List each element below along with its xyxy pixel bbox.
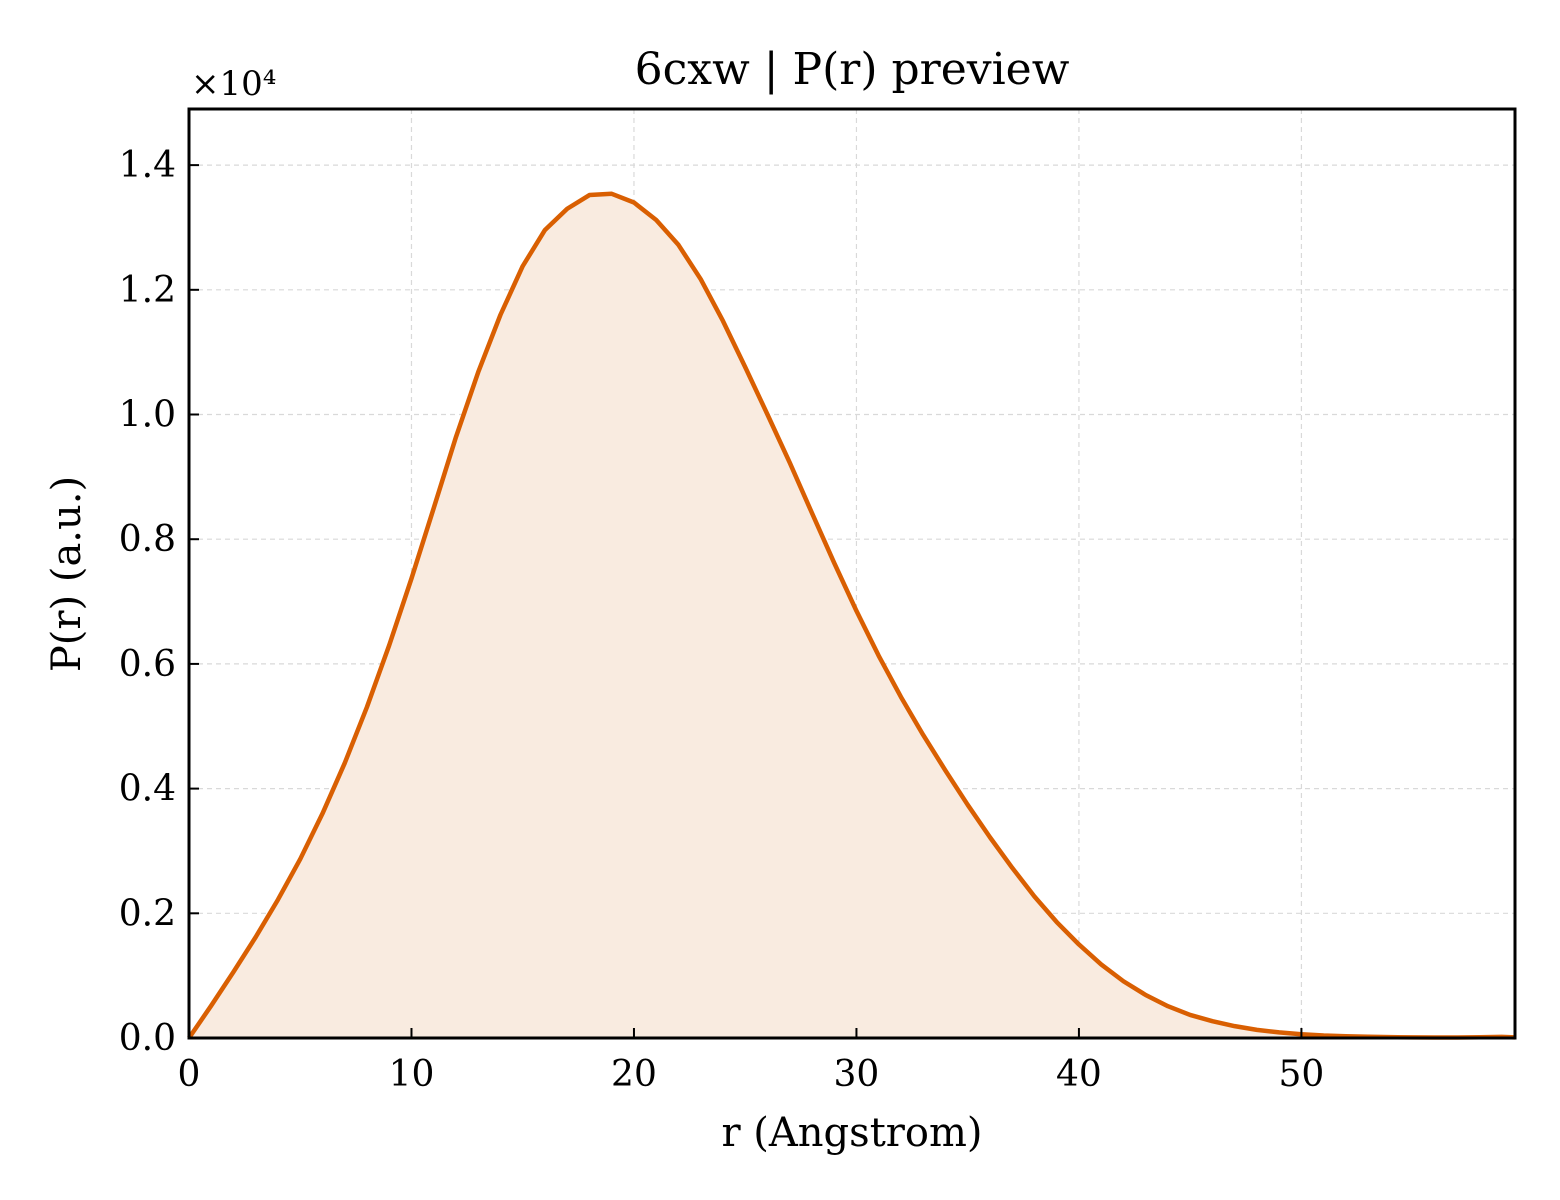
y-tick-label: 1.2 [119, 270, 176, 311]
y-tick-label: 0.0 [119, 1018, 176, 1059]
series-area-fill [189, 193, 1515, 1039]
x-tick-label: 20 [611, 1054, 657, 1095]
x-axis-label: r (Angstrom) [721, 1110, 982, 1156]
y-tick-label: 0.4 [119, 769, 176, 810]
y-axis-label: P(r) (a.u.) [44, 476, 90, 672]
x-tick-label: 10 [389, 1054, 435, 1095]
x-tick-label: 50 [1279, 1054, 1325, 1095]
y-tick-label: 0.6 [119, 644, 176, 685]
x-tick-label: 30 [834, 1054, 880, 1095]
chart-title: 6cxw | P(r) preview [635, 44, 1070, 95]
x-tick-label: 0 [178, 1054, 201, 1095]
y-tick-label: 0.8 [119, 519, 176, 560]
y-tick-label: 1.4 [119, 145, 176, 186]
plot-frame [187, 107, 1517, 1040]
y-offset-label: ×10⁴ [191, 64, 276, 104]
x-tick-label: 40 [1056, 1054, 1102, 1095]
y-tick-label: 0.2 [119, 893, 176, 934]
y-tick-label: 1.0 [119, 395, 176, 436]
